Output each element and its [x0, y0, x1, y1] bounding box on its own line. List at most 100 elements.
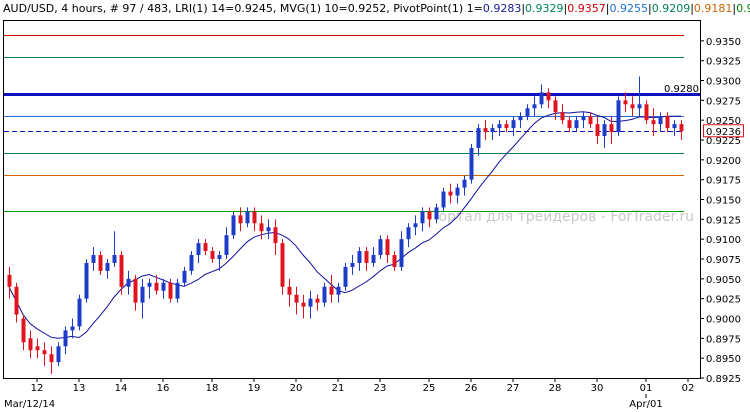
candle-body	[532, 104, 537, 109]
candle	[322, 282, 327, 307]
candle	[168, 278, 173, 303]
x-axis: 12 13 14 16 18 19 20 21 23 25 26 27 28 30 01 02 Mar/12/1…	[4, 378, 694, 410]
candle-body	[357, 251, 362, 263]
candle-body	[567, 120, 572, 129]
candle-body	[7, 274, 12, 287]
candle	[413, 215, 418, 236]
candle	[399, 231, 404, 271]
candle-body	[84, 262, 89, 299]
x-tick-label: 27	[507, 383, 520, 394]
candle-body	[616, 100, 621, 133]
pivot-values: 0.9283|0.9329|0.9357|0.9255|0.9209|0.918…	[483, 2, 750, 15]
candle	[7, 266, 12, 299]
candle	[581, 112, 586, 129]
pivot-value: 0.9357	[567, 2, 606, 15]
y-tick-label: 0.9100	[706, 235, 741, 246]
y-tick-label: 0.8925	[706, 374, 741, 385]
candle	[595, 116, 600, 144]
candle-body	[588, 116, 593, 125]
candle-body	[210, 251, 215, 259]
candle	[301, 294, 306, 319]
candle	[532, 96, 537, 117]
pivot-value: 0.9135	[736, 2, 750, 15]
candle-body	[252, 211, 257, 224]
candle-body	[175, 282, 180, 299]
candle-body	[14, 286, 19, 315]
x-tick-label: 21	[332, 383, 345, 394]
candle	[455, 183, 460, 204]
candle	[637, 76, 642, 117]
candle-body	[70, 326, 75, 331]
candle	[147, 278, 152, 299]
candle	[539, 84, 544, 109]
y-tick-label: 0.9125	[706, 215, 741, 226]
date-label: Apr/01	[629, 399, 662, 410]
candle	[210, 247, 215, 263]
candle-body	[672, 124, 677, 129]
candle-body	[147, 282, 152, 287]
candle	[441, 187, 446, 212]
candle	[280, 239, 285, 295]
candle	[315, 294, 320, 311]
candle-body	[441, 191, 446, 208]
y-tick-label: 0.8950	[706, 354, 741, 365]
candle-body	[497, 124, 502, 129]
candle	[105, 259, 110, 279]
candle-body	[49, 354, 54, 363]
candle-body	[504, 124, 509, 129]
candle-body	[658, 116, 663, 125]
candle	[602, 120, 607, 148]
y-tick-label: 0.9275	[706, 96, 741, 107]
candle-body	[98, 255, 103, 271]
candle	[28, 330, 33, 359]
candle	[490, 124, 495, 140]
candle-body	[63, 330, 68, 347]
candle	[175, 278, 180, 303]
candle	[672, 120, 677, 137]
pivot-price-label: 0.9280	[664, 84, 699, 95]
candle-body	[308, 298, 313, 307]
candle-body	[518, 116, 523, 121]
candle	[14, 282, 19, 323]
x-tick-label: 16	[157, 383, 170, 394]
candle	[112, 231, 117, 267]
candle-body	[266, 227, 271, 232]
chart-header: AUD/USD, 4 hours, # 97 / 483, LRI(1) 14=…	[3, 2, 750, 15]
candle	[644, 100, 649, 125]
candle-body	[245, 211, 250, 224]
candle-body	[539, 92, 544, 105]
candle	[252, 207, 257, 232]
candle	[294, 286, 299, 315]
mvg-label: MVG(1) 10=0.9252	[280, 2, 386, 15]
candle-body	[203, 243, 208, 252]
candle	[406, 223, 411, 248]
candle	[287, 278, 292, 307]
candle-body	[350, 262, 355, 267]
candle	[182, 266, 187, 287]
candle	[448, 183, 453, 204]
candle	[98, 251, 103, 275]
candle	[119, 251, 124, 295]
candle-body	[315, 298, 320, 303]
candle-body	[126, 278, 131, 287]
candle-body	[462, 179, 467, 188]
candle-body	[56, 346, 61, 363]
pivot-value: 0.9283	[483, 2, 522, 15]
candle	[126, 270, 131, 295]
candle-body	[336, 286, 341, 295]
candle-body	[630, 104, 635, 109]
candle	[560, 104, 565, 125]
candle	[343, 262, 348, 291]
candle-body	[77, 298, 82, 327]
candle-body	[294, 294, 299, 303]
candle	[266, 219, 271, 240]
candle-body	[287, 286, 292, 295]
candle-body	[119, 255, 124, 287]
x-tick-label: 02	[682, 383, 695, 394]
candle	[588, 112, 593, 129]
x-tick-label: 25	[423, 383, 436, 394]
candle	[196, 239, 201, 263]
candle-body	[406, 227, 411, 240]
candle	[133, 274, 138, 311]
candle-body	[427, 211, 432, 220]
